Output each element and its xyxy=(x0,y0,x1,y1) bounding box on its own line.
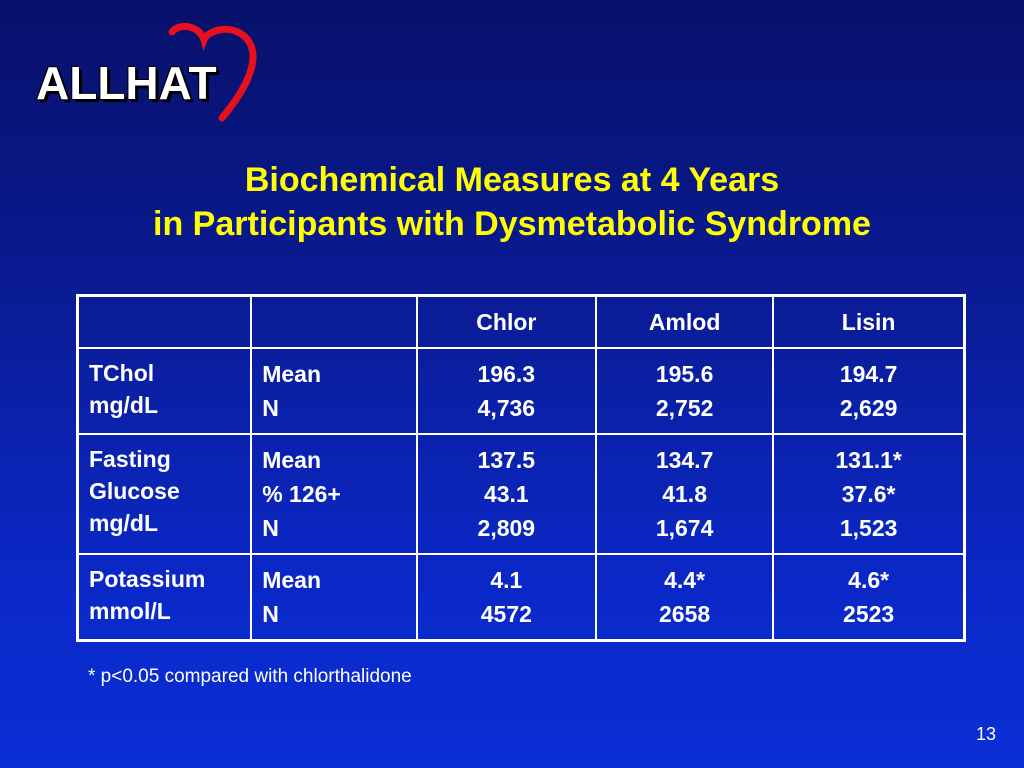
value: 4.6* xyxy=(848,567,890,593)
stat-label: Mean xyxy=(262,567,322,593)
chlor-cell: 4.1 4572 xyxy=(415,553,597,642)
allhat-logo: ALLHAT xyxy=(22,22,262,122)
header-cell-stat xyxy=(250,294,418,349)
table-row: Potassium mmol/L Mean N 4.1 4572 4.4* 26… xyxy=(76,553,966,642)
value: 196.3 xyxy=(477,361,536,387)
stat-cell: Mean N xyxy=(250,553,418,642)
value: 4,736 xyxy=(477,395,536,421)
value: 4.1 xyxy=(490,567,523,593)
measure-cell: Fasting Glucose mg/dL xyxy=(76,433,253,555)
chlor-cell: 137.5 43.1 2,809 xyxy=(415,433,597,555)
value: 37.6* xyxy=(841,481,896,507)
lisin-cell: 194.7 2,629 xyxy=(772,347,966,435)
value: 195.6 xyxy=(655,361,714,387)
measure-cell: TChol mg/dL xyxy=(76,347,253,435)
title-line-1: Biochemical Measures at 4 Years xyxy=(244,161,780,199)
measure-name: Potassium xyxy=(89,566,206,592)
title-line-2: in Participants with Dysmetabolic Syndro… xyxy=(153,205,871,243)
logo-text: ALLHAT xyxy=(36,57,217,109)
value: 4572 xyxy=(480,601,532,627)
slide-title: Biochemical Measures at 4 Years in Parti… xyxy=(0,158,1024,246)
value: 1,674 xyxy=(655,515,714,541)
measure-name: Fasting xyxy=(89,446,171,472)
table-row: Fasting Glucose mg/dL Mean % 126+ N 137.… xyxy=(76,433,966,555)
value: 2523 xyxy=(843,601,895,627)
amlod-cell: 134.7 41.8 1,674 xyxy=(594,433,775,555)
lisin-cell: 131.1* 37.6* 1,523 xyxy=(772,433,966,555)
page-number: 13 xyxy=(975,724,996,744)
header-cell-lisin: Lisin xyxy=(772,294,966,349)
amlod-cell: 195.6 2,752 xyxy=(594,347,775,435)
footnote: * p<0.05 compared with chlorthalidone xyxy=(88,666,412,687)
stat-label: % 126+ xyxy=(262,481,341,507)
table-header-row: Chlor Amlod Lisin xyxy=(76,294,966,349)
value: 1,523 xyxy=(839,515,898,541)
amlod-cell: 4.4* 2658 xyxy=(594,553,775,642)
measure-name: Glucose xyxy=(89,478,180,504)
value: 194.7 xyxy=(839,361,898,387)
measure-cell: Potassium mmol/L xyxy=(76,553,253,642)
header-cell-measure xyxy=(76,294,253,349)
table-row: TChol mg/dL Mean N 196.3 4,736 195.6 2,7… xyxy=(76,347,966,435)
stat-label: N xyxy=(262,515,279,541)
stat-label: Mean xyxy=(262,361,322,387)
header-cell-amlod: Amlod xyxy=(594,294,775,349)
stat-cell: Mean % 126+ N xyxy=(250,433,418,555)
value: 43.1 xyxy=(483,481,529,507)
heart-icon xyxy=(168,22,257,122)
measure-unit: mmol/L xyxy=(89,598,171,624)
value: 41.8 xyxy=(662,481,707,507)
stat-label: Mean xyxy=(262,447,322,473)
value: 137.5 xyxy=(477,447,536,473)
stat-label: N xyxy=(262,395,279,421)
chlor-cell: 196.3 4,736 xyxy=(415,347,597,435)
value: 2,752 xyxy=(655,395,714,421)
measure-name: TChol xyxy=(89,360,155,386)
header-cell-chlor: Chlor xyxy=(415,294,597,349)
value: 2,629 xyxy=(839,395,898,421)
measure-unit: mg/dL xyxy=(89,392,158,418)
value: 2658 xyxy=(659,601,711,627)
stat-cell: Mean N xyxy=(250,347,418,435)
value: 131.1* xyxy=(835,447,902,473)
measure-unit: mg/dL xyxy=(89,510,158,536)
lisin-cell: 4.6* 2523 xyxy=(772,553,966,642)
stat-label: N xyxy=(262,601,279,627)
biochemical-measures-table: Chlor Amlod Lisin TChol mg/dL Mean N 196… xyxy=(76,294,966,642)
value: 4.4* xyxy=(664,567,706,593)
value: 2,809 xyxy=(477,515,536,541)
value: 134.7 xyxy=(655,447,714,473)
